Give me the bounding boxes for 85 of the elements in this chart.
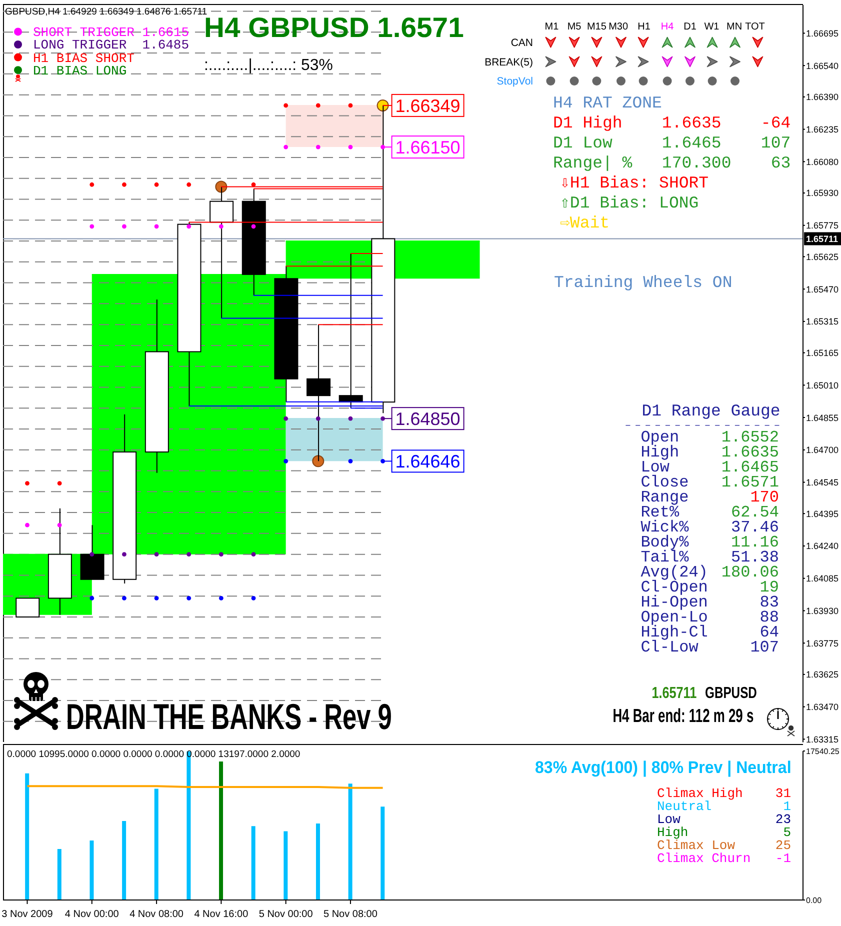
ref-line-label: 1.65711 [806,234,838,244]
y-tick-label: 1.64240 [806,541,839,552]
y-tick-label: 1.65775 [806,220,839,231]
annotation: ⇨Wait [560,213,610,232]
annotation: D1 BIAS LONG [33,64,127,78]
annotation: MN [726,21,742,32]
annotation: 5 [783,825,791,840]
annotation: Low [657,812,681,827]
x-tick-label: 4 Nov 08:00 [130,909,184,920]
annotation: 31 [775,786,792,801]
y-tick-label: 1.64395 [806,508,839,519]
annotation: D1 Low 1.6465 107 [553,133,791,152]
x-tick-label: 3 Nov 2009 [2,909,54,920]
annotation: H4 Bar end: 112 m 29 s [612,706,754,727]
y-tick-label: 1.65165 [806,348,839,358]
annotation: D1 [684,21,697,32]
annotation: Training Wheels ON [554,273,732,292]
y-tick-label: 1.65625 [806,252,839,262]
annotation: Neutral [657,799,712,814]
y-tick-label: 1.65010 [806,380,839,390]
annotation: 1.64850 [395,409,460,430]
y-tick-label: 1.64700 [806,445,839,456]
annotation: ⇩H1 Bias: SHORT [560,173,709,192]
y-tick-label: 1.64855 [806,412,839,423]
annotation: DRAIN THE BANKS - Rev 9 [66,696,392,738]
y-tick-label: 1.64545 [806,478,839,488]
annotation: Climax High [657,786,743,801]
x-tick-label: 4 Nov 16:00 [194,909,249,920]
annotation: :....:....|....:....: 53% [204,56,333,74]
annotation: D1 High 1.6635 -64 [553,114,791,133]
y-tick-label: 1.63625 [806,670,839,680]
annotation: 1.65711 [652,684,697,702]
annotation: StopVol [496,76,533,88]
annotation: H1 BIAS SHORT [33,51,135,66]
annotation: ⇧D1 Bias: LONG [560,193,699,212]
annotation: 83% Avg(100) | 80% Prev | Neutral [535,758,792,778]
x-tick-label: 4 Nov 00:00 [64,909,120,920]
annotation: Hi-Open [640,594,708,612]
annotation: M30 [608,21,628,32]
annotation: W1 [704,21,720,32]
annotation: High [640,444,680,462]
y-tick-label: 1.65930 [806,188,839,198]
annotation: H1 [638,21,651,32]
y-tick-label: 1.66235 [806,124,839,135]
x-tick-label: 5 Nov 08:00 [324,909,378,920]
y-tick-label: 1.63470 [806,702,839,712]
y-tick-label: 1.66540 [806,60,839,71]
annotation: M15 [586,21,607,32]
y-tick-label: 17540.25 [806,746,840,756]
annotation: LONG TRIGGER 1.6485 [33,38,190,52]
y-tick-label: 1.65315 [806,316,839,327]
annotation: Cl-Low [640,638,699,657]
annotation: Climax Churn [657,851,751,866]
annotation: 1.64646 [395,452,460,472]
annotation: Climax Low [657,838,736,853]
annotation: 25 [775,838,791,853]
annotation: ---------------- [623,420,782,430]
annotation: -1 [775,851,792,866]
annotation: 1.66150 [395,138,460,158]
annotation: H4 [660,21,674,32]
annotation: 1.66349 [395,96,460,116]
y-tick-label: 1.64085 [806,574,839,584]
y-tick-label: 1.66390 [806,92,839,102]
x-tick-label: 5 Nov 00:00 [258,909,314,920]
chart-title: GBPUSD,H4 1.64929 1.66349 1.64876 1.65711 [5,6,208,18]
annotation: GBPUSD [705,684,757,703]
y-tick-label: 1.65470 [806,284,839,294]
annotation: M1 [544,21,560,32]
y-tick-label: 1.63930 [806,606,839,616]
y-tick-label: 1.63315 [806,734,839,744]
annotation: BREAK(5) [484,56,533,68]
y-tick-label: 0.00 [806,896,822,905]
y-tick-label: 1.66080 [806,156,839,167]
annotation: CAN [510,37,533,49]
annotation: TOT [745,21,765,32]
y-tick-label: 1.66695 [806,28,839,38]
annotation: Range| % 170.300 63 [553,153,791,172]
annotation: 1 [783,799,792,814]
y-tick-label: 1.63775 [806,638,839,648]
annotation: H4 RAT ZONE [553,93,662,112]
annotation: High [657,825,688,840]
annotation: D1 Range Gauge [642,402,780,420]
annotation: 23 [775,812,791,827]
annotation: M5 [567,21,582,32]
annotation: SHORT TRIGGER 1.6615 [33,25,190,40]
